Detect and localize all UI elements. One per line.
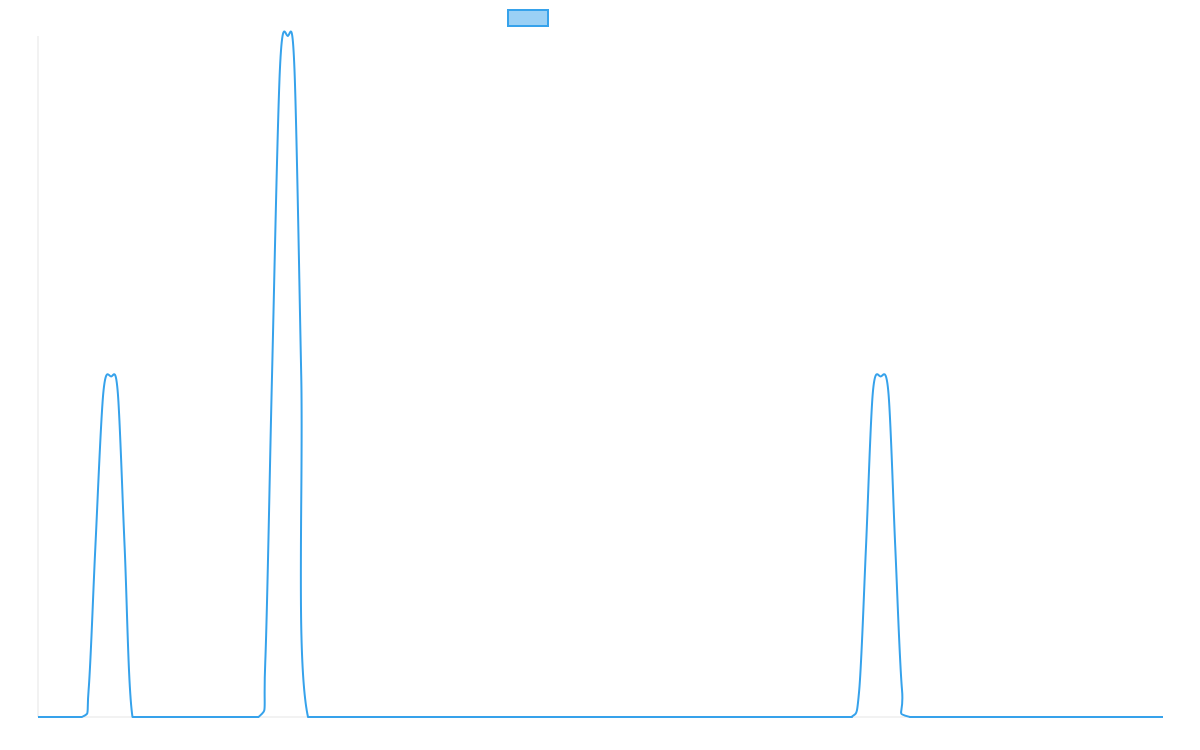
legend-swatch[interactable] — [507, 9, 549, 27]
series-line — [37, 30, 1163, 719]
series-group — [37, 30, 1163, 719]
axes — [37, 36, 1163, 718]
legend[interactable] — [507, 9, 549, 27]
